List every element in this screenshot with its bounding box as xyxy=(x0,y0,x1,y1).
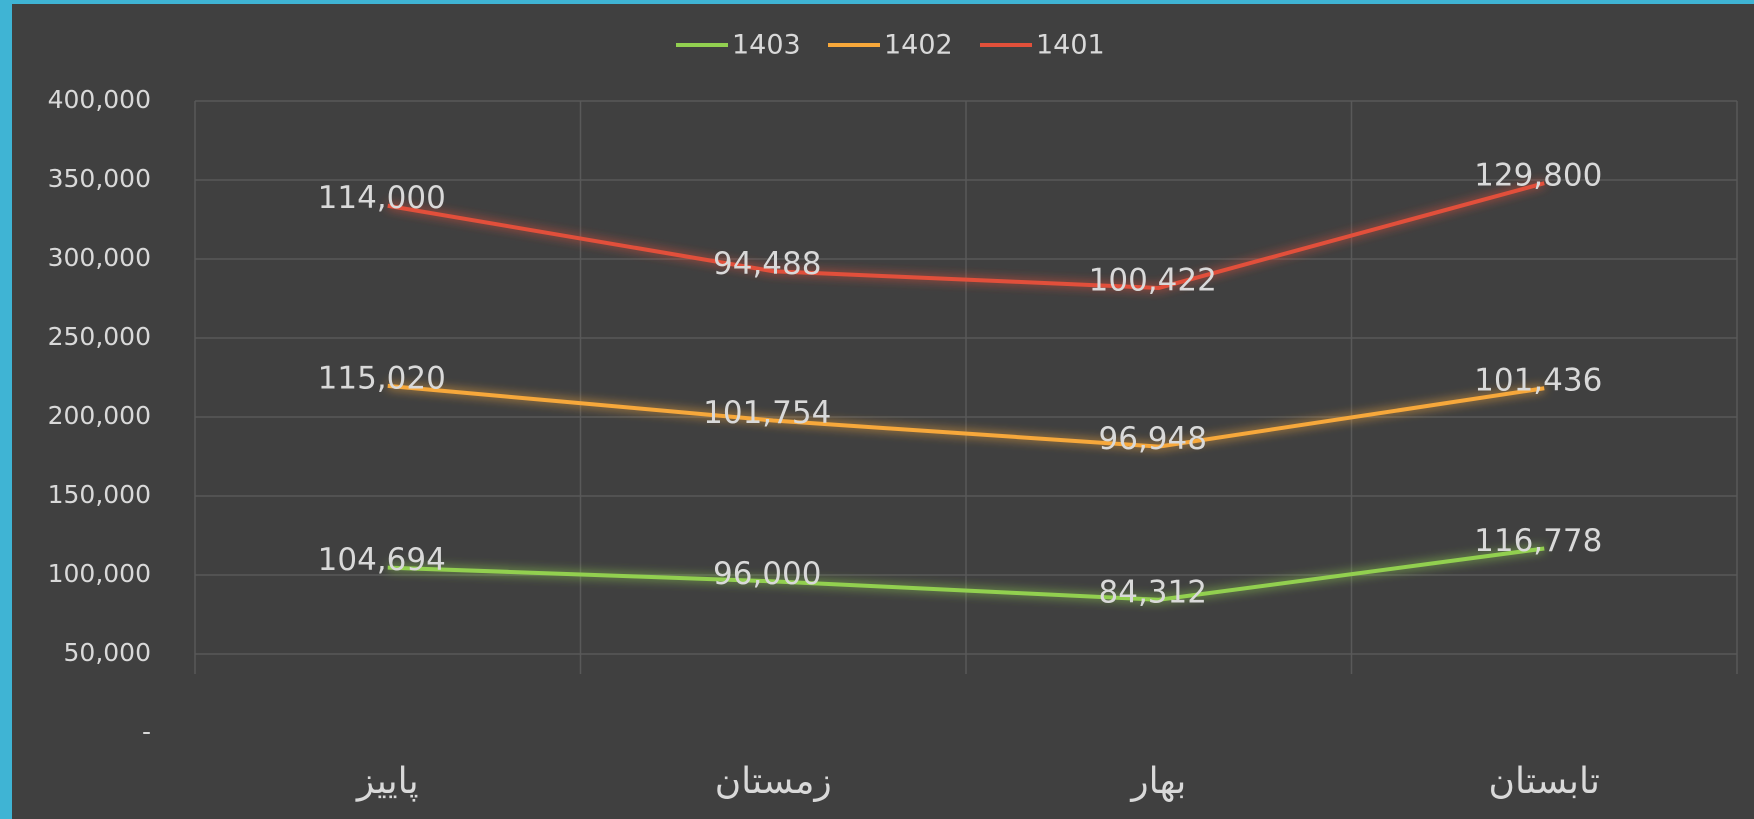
data-label: 84,312 xyxy=(1099,574,1207,610)
data-label: 94,488 xyxy=(713,246,821,282)
x-tick-label: بهار xyxy=(1129,761,1186,802)
legend-label: 1403 xyxy=(732,30,801,61)
y-tick-label: - xyxy=(142,717,151,746)
series-line xyxy=(387,546,1545,602)
data-label: 96,000 xyxy=(713,556,821,592)
series-line xyxy=(387,383,1545,449)
data-label: 100,422 xyxy=(1089,262,1217,298)
chart: - 50,000 100,000 150,000 200,000 250,000 300,0… xyxy=(12,4,1754,819)
x-tick-label: تابستان xyxy=(1489,761,1600,802)
data-label: 104,694 xyxy=(318,542,446,578)
data-label: 114,000 xyxy=(318,180,446,216)
y-tick-label: 250,000 xyxy=(48,322,151,351)
y-tick-label: 50,000 xyxy=(64,638,151,667)
legend-label: 1402 xyxy=(884,30,953,61)
x-tick-label: زمستان xyxy=(715,761,832,802)
data-label: 101,754 xyxy=(703,395,831,431)
y-tick-label: 300,000 xyxy=(48,243,151,272)
data-label: 129,800 xyxy=(1474,158,1602,194)
data-label: 115,020 xyxy=(318,360,446,396)
x-tick-label: پاییز xyxy=(355,761,419,802)
y-tick-label: 400,000 xyxy=(48,85,151,114)
legend-label: 1401 xyxy=(1036,30,1105,61)
y-tick-label: 200,000 xyxy=(48,401,151,430)
y-tick-label: 350,000 xyxy=(48,164,151,193)
data-label: 96,948 xyxy=(1099,421,1207,457)
data-label: 116,778 xyxy=(1474,523,1602,559)
data-label: 101,436 xyxy=(1474,363,1602,399)
y-tick-label: 150,000 xyxy=(48,480,151,509)
y-tick-label: 100,000 xyxy=(48,559,151,588)
series-line xyxy=(387,181,1545,290)
background xyxy=(12,4,1754,819)
